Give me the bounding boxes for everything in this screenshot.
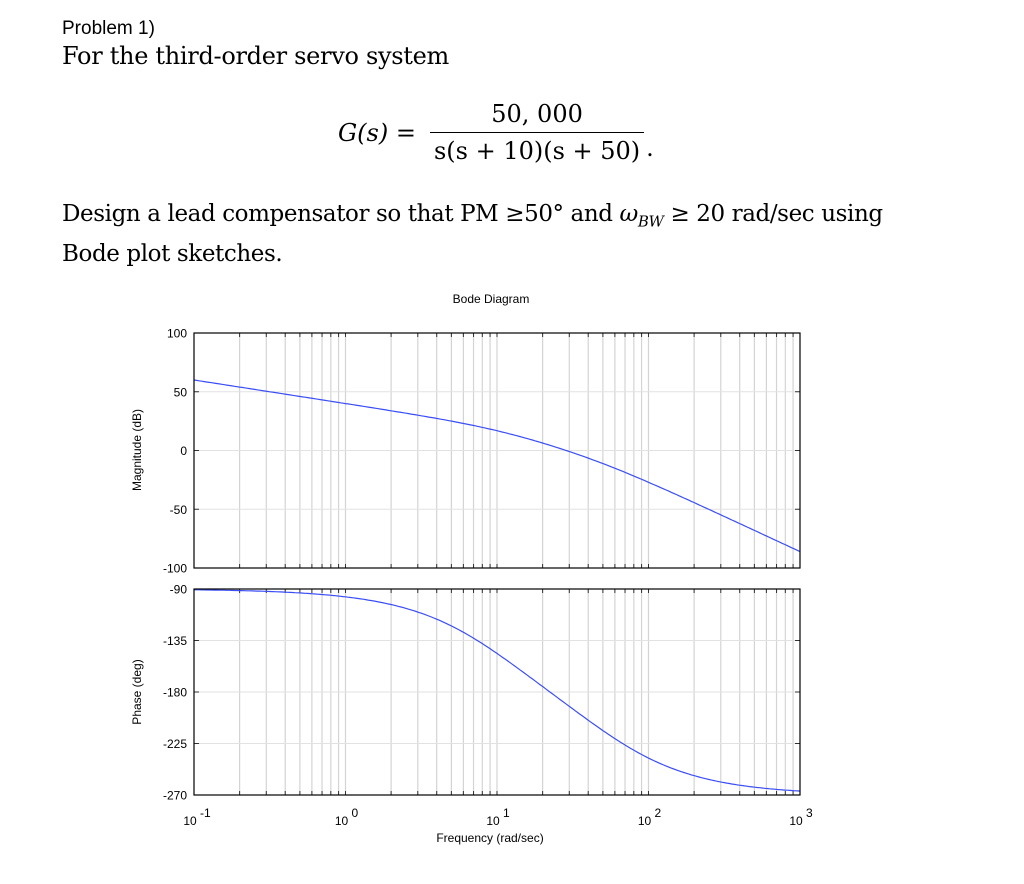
fraction-bar bbox=[429, 132, 645, 134]
magnitude-axis-label: Magnitude (dB) bbox=[130, 409, 144, 491]
task-text-b: ≥ 20 rad/sec using bbox=[663, 201, 883, 227]
x-tick-exponent: 0 bbox=[352, 806, 359, 820]
x-tick-exponent: 2 bbox=[655, 806, 662, 820]
y-tick-label: -100 bbox=[163, 562, 187, 576]
task-text-line2: Bode plot sketches. bbox=[62, 240, 283, 267]
y-tick-label: -270 bbox=[163, 789, 187, 803]
magnitude-axes-frame bbox=[193, 332, 801, 569]
phase-axis-label: Phase (deg) bbox=[130, 659, 144, 724]
magnitude-curve bbox=[193, 379, 801, 553]
phase-curve bbox=[194, 589, 801, 792]
y-tick-label: -90 bbox=[170, 583, 188, 597]
problem-label: Problem 1) bbox=[62, 18, 155, 39]
y-tick-label: -50 bbox=[170, 503, 188, 517]
y-tick-label: -135 bbox=[163, 634, 187, 648]
task-statement: Design a lead compensator so that PM ≥50… bbox=[62, 198, 962, 270]
x-tick-exponent: 3 bbox=[806, 806, 813, 820]
y-tick-label: -180 bbox=[163, 686, 187, 700]
equation-numerator: 50, 000 bbox=[491, 100, 583, 128]
y-tick-label: 0 bbox=[180, 444, 187, 458]
y-tick-label: 50 bbox=[174, 385, 188, 399]
x-tick-label: 10 bbox=[183, 814, 197, 828]
x-tick-label: 10 bbox=[486, 814, 500, 828]
omega-symbol: ω bbox=[619, 201, 639, 227]
x-tick-label: 10 bbox=[638, 814, 652, 828]
problem-intro: For the third-order servo system bbox=[62, 42, 449, 70]
equation-terminator: . bbox=[646, 133, 654, 162]
frequency-axis-label: Frequency (rad/sec) bbox=[436, 831, 543, 845]
equation-lhs: G(s) = bbox=[338, 118, 416, 147]
magnitude-tick-labels: 100 50 0 -50 -100 bbox=[163, 327, 187, 576]
x-tick-exponent: 1 bbox=[503, 806, 510, 820]
x-tick-label: 10 bbox=[789, 814, 803, 828]
y-tick-label: 100 bbox=[167, 327, 187, 341]
phase-axes-frame bbox=[193, 588, 801, 796]
transfer-function-equation: G(s) = 50, 000 s(s + 10)(s + 50) . bbox=[338, 100, 654, 165]
task-text-a: Design a lead compensator so that PM ≥50… bbox=[62, 201, 620, 227]
equation-fraction: 50, 000 s(s + 10)(s + 50) bbox=[429, 100, 645, 166]
y-tick-label: -225 bbox=[163, 737, 187, 751]
x-tick-label: 10 bbox=[335, 814, 349, 828]
magnitude-grid bbox=[194, 332, 800, 569]
bode-title: Bode Diagram bbox=[453, 292, 530, 306]
x-tick-exponent: -1 bbox=[200, 806, 211, 820]
bw-subscript: BW bbox=[637, 212, 664, 231]
equation-denominator: s(s + 10)(s + 50) bbox=[433, 137, 641, 166]
phase-grid bbox=[194, 588, 800, 796]
phase-tick-labels: -90 -135 -180 -225 -270 bbox=[163, 583, 187, 803]
